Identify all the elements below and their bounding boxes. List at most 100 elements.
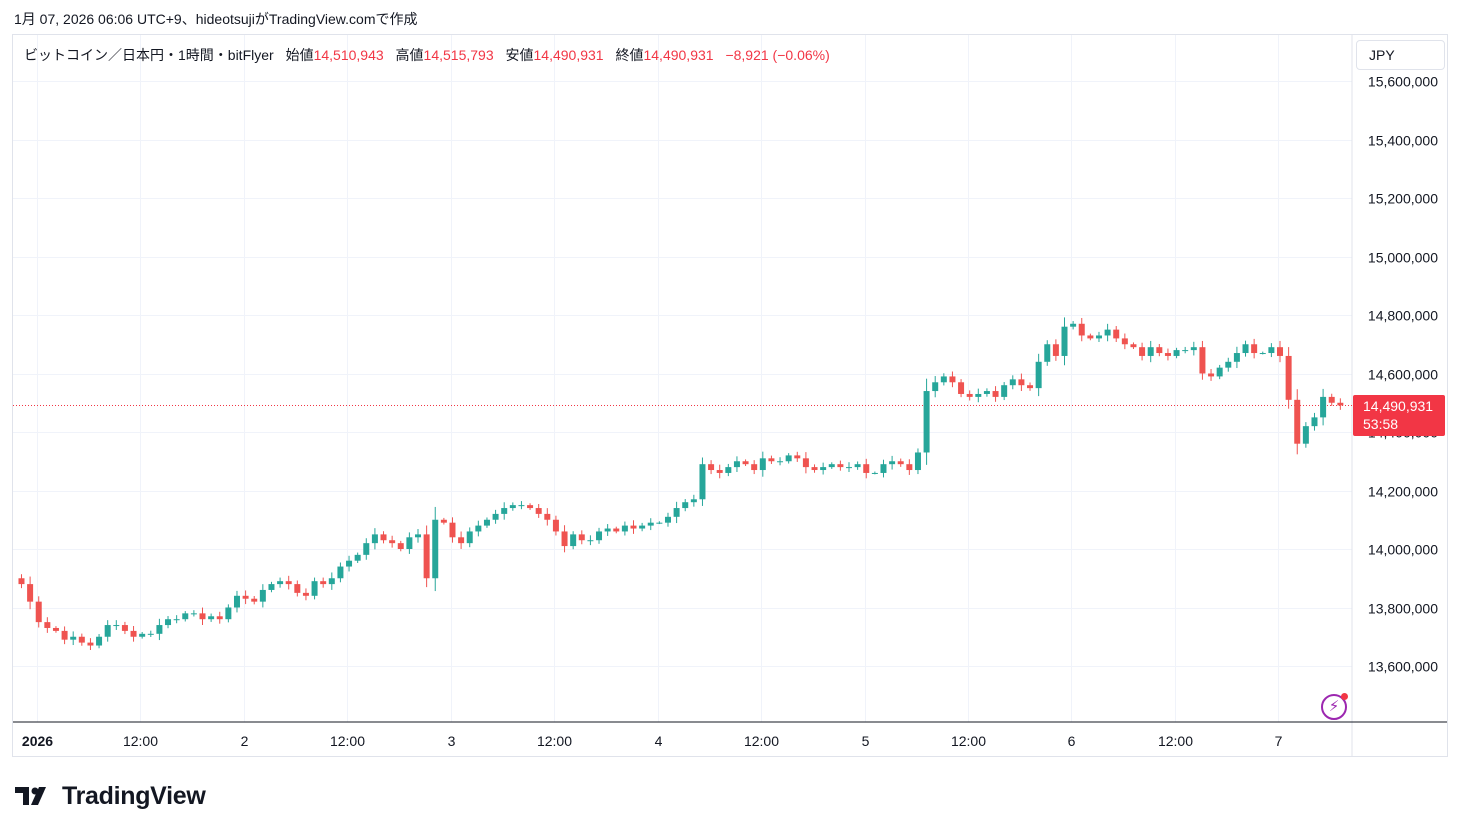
candle xyxy=(139,631,146,639)
candle xyxy=(346,555,353,572)
time-tick-label: 12:00 xyxy=(1158,733,1193,749)
candle-body xyxy=(664,516,671,523)
symbol-name[interactable]: ビットコイン／日本円・1時間・bitFlyer xyxy=(24,47,274,63)
candle-body xyxy=(992,391,999,397)
candle xyxy=(458,531,465,549)
candle-body xyxy=(113,625,120,627)
candle-body xyxy=(225,607,232,620)
candle xyxy=(242,590,249,605)
candle-body xyxy=(1130,344,1137,348)
candle xyxy=(906,459,913,475)
candle-body xyxy=(251,598,258,602)
candle xyxy=(1277,340,1284,363)
candle-body xyxy=(940,376,947,383)
candle xyxy=(18,574,25,589)
candle xyxy=(371,528,378,550)
time-tick-label: 12:00 xyxy=(744,733,779,749)
candle-body xyxy=(423,534,430,579)
candle-body xyxy=(949,376,956,383)
candle xyxy=(949,371,956,388)
candle-body xyxy=(406,537,413,549)
candle xyxy=(1164,348,1171,361)
candle-body xyxy=(147,633,154,635)
candle-body xyxy=(466,531,473,544)
candle xyxy=(1302,422,1309,448)
candle xyxy=(268,581,275,593)
low-value: 14,490,931 xyxy=(533,47,604,63)
chart-caption: 1月 07, 2026 06:06 UTC+9、hideotsujiがTradi… xyxy=(14,11,418,27)
candle xyxy=(1242,340,1249,357)
candle xyxy=(1001,382,1008,401)
candle-body xyxy=(509,505,516,509)
candle xyxy=(156,618,163,641)
candle xyxy=(518,501,525,510)
last-price-value: 14,490,931 xyxy=(1363,398,1434,414)
notification-dot xyxy=(1341,693,1348,700)
time-tick-label: 12:00 xyxy=(537,733,572,749)
lightning-bolt-icon[interactable]: ⚡ xyxy=(1321,693,1348,720)
candle xyxy=(70,631,77,646)
candle-body xyxy=(268,584,275,590)
candle-body xyxy=(846,467,853,469)
candle xyxy=(52,626,59,633)
candle-body xyxy=(742,461,749,465)
grid-lines xyxy=(13,35,1352,722)
candle-body xyxy=(1164,353,1171,356)
candle xyxy=(363,538,370,560)
candle-body xyxy=(1104,329,1111,336)
candle-body xyxy=(906,464,913,471)
candle xyxy=(285,575,292,590)
candle xyxy=(1328,393,1335,406)
candle-body xyxy=(415,534,422,538)
candle xyxy=(854,461,861,470)
price-tick-label: 15,000,000 xyxy=(1368,250,1438,266)
candle xyxy=(294,580,301,597)
tradingview-logo[interactable]: TradingView xyxy=(15,781,206,811)
candle xyxy=(1104,323,1111,342)
candle-body xyxy=(923,391,930,453)
candle xyxy=(690,494,697,507)
currency-selector[interactable]: JPY xyxy=(1356,40,1445,70)
candle xyxy=(578,530,585,545)
candle xyxy=(216,611,223,624)
candle xyxy=(259,584,266,608)
candle xyxy=(785,453,792,464)
candle-body xyxy=(552,519,559,532)
candle-body xyxy=(1259,353,1266,355)
candle xyxy=(320,577,327,588)
candle xyxy=(570,531,577,550)
candle-body xyxy=(1320,396,1327,418)
candle xyxy=(742,459,749,467)
candle xyxy=(1078,317,1085,342)
candle xyxy=(561,525,568,553)
candle-body xyxy=(699,464,706,500)
candle-body xyxy=(182,613,189,620)
candle-body xyxy=(811,467,818,471)
candle-body xyxy=(1035,361,1042,389)
candle-body xyxy=(432,519,439,579)
candle-body xyxy=(975,393,982,397)
candle xyxy=(27,576,34,610)
candle xyxy=(1009,375,1016,390)
candle xyxy=(983,388,990,397)
candle-body xyxy=(578,534,585,541)
candle xyxy=(544,508,551,526)
candle-body xyxy=(233,595,240,608)
candle xyxy=(208,613,215,622)
candle-body xyxy=(561,531,568,547)
candle xyxy=(1061,317,1068,366)
time-tick-label: 6 xyxy=(1068,733,1076,749)
candle xyxy=(613,526,620,534)
candle-body xyxy=(1027,385,1034,389)
candle xyxy=(1087,333,1094,341)
candle-body xyxy=(458,537,465,544)
candle-body xyxy=(216,616,223,620)
candle xyxy=(527,503,534,510)
candle xyxy=(78,633,85,646)
candle xyxy=(35,596,42,628)
candle-body xyxy=(751,464,758,471)
candle-body xyxy=(475,525,482,532)
candle xyxy=(759,451,766,477)
time-tick-label: 3 xyxy=(448,733,456,749)
